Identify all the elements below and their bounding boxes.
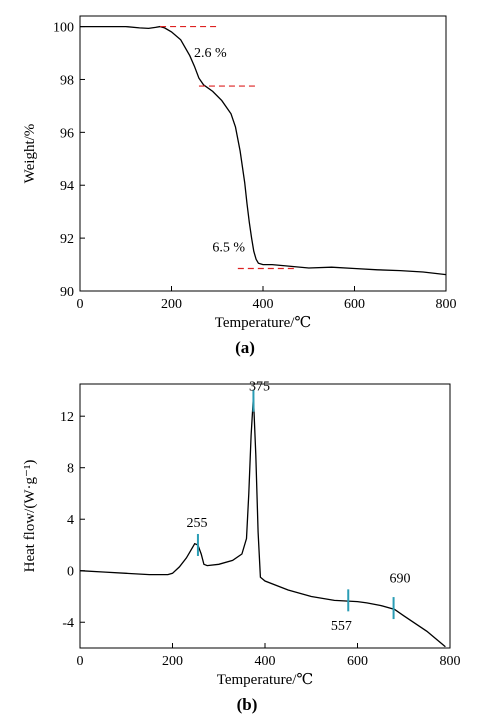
- annotation-label: 6.5 %: [212, 240, 245, 255]
- panel-label: (b): [237, 695, 258, 714]
- y-tick-label: 8: [67, 462, 74, 477]
- x-tick-label: 200: [162, 654, 183, 669]
- x-tick-label: 600: [344, 297, 365, 312]
- data-line: [79, 396, 446, 648]
- tga-chart: 0 200 400 600 800 90 92 94 96 98 100 Temperature/℃ W…: [22, 15, 457, 357]
- x-tick-label: 400: [255, 654, 276, 669]
- x-tick-label: 800: [440, 654, 461, 669]
- y-tick-label: 100: [53, 21, 74, 36]
- y-tick-label: 4: [67, 513, 74, 528]
- annotation-label: 255: [187, 516, 208, 531]
- x-axis-title: Temperature/℃: [215, 315, 312, 331]
- x-tick-label: 0: [77, 654, 84, 669]
- x-tick-label: 600: [347, 654, 368, 669]
- x-tick-label: 0: [77, 297, 84, 312]
- panel-label: (a): [235, 338, 255, 357]
- y-tick-label: -4: [62, 616, 74, 631]
- y-tick-label: 94: [60, 179, 74, 194]
- annotation-label: 557: [331, 619, 352, 634]
- x-tick-label: 200: [161, 297, 182, 312]
- data-line: [80, 25, 447, 276]
- x-axis-title: Temperature/℃: [217, 672, 314, 688]
- x-tick-label: 800: [436, 297, 457, 312]
- y-tick-label: 98: [60, 73, 74, 88]
- y-axis-title: Weight/%: [22, 124, 38, 184]
- y-tick-label: 90: [60, 285, 74, 300]
- annotation-label: 690: [390, 571, 411, 586]
- dsc-chart: 0 200 400 600 800 -4 0 4 8 12 Temperature/℃ Heat fl…: [22, 379, 461, 714]
- x-tick-label: 400: [253, 297, 274, 312]
- y-tick-label: 12: [60, 410, 74, 425]
- plot-frame: [79, 15, 447, 292]
- y-tick-label: 0: [67, 565, 74, 580]
- y-axis-title: Heat flow/(W·g⁻¹): [22, 460, 38, 573]
- y-tick-label: 96: [60, 126, 74, 141]
- annotation-label: 375: [249, 379, 270, 394]
- y-tick-label: 92: [60, 232, 74, 247]
- annotation-label: 2.6 %: [194, 46, 227, 61]
